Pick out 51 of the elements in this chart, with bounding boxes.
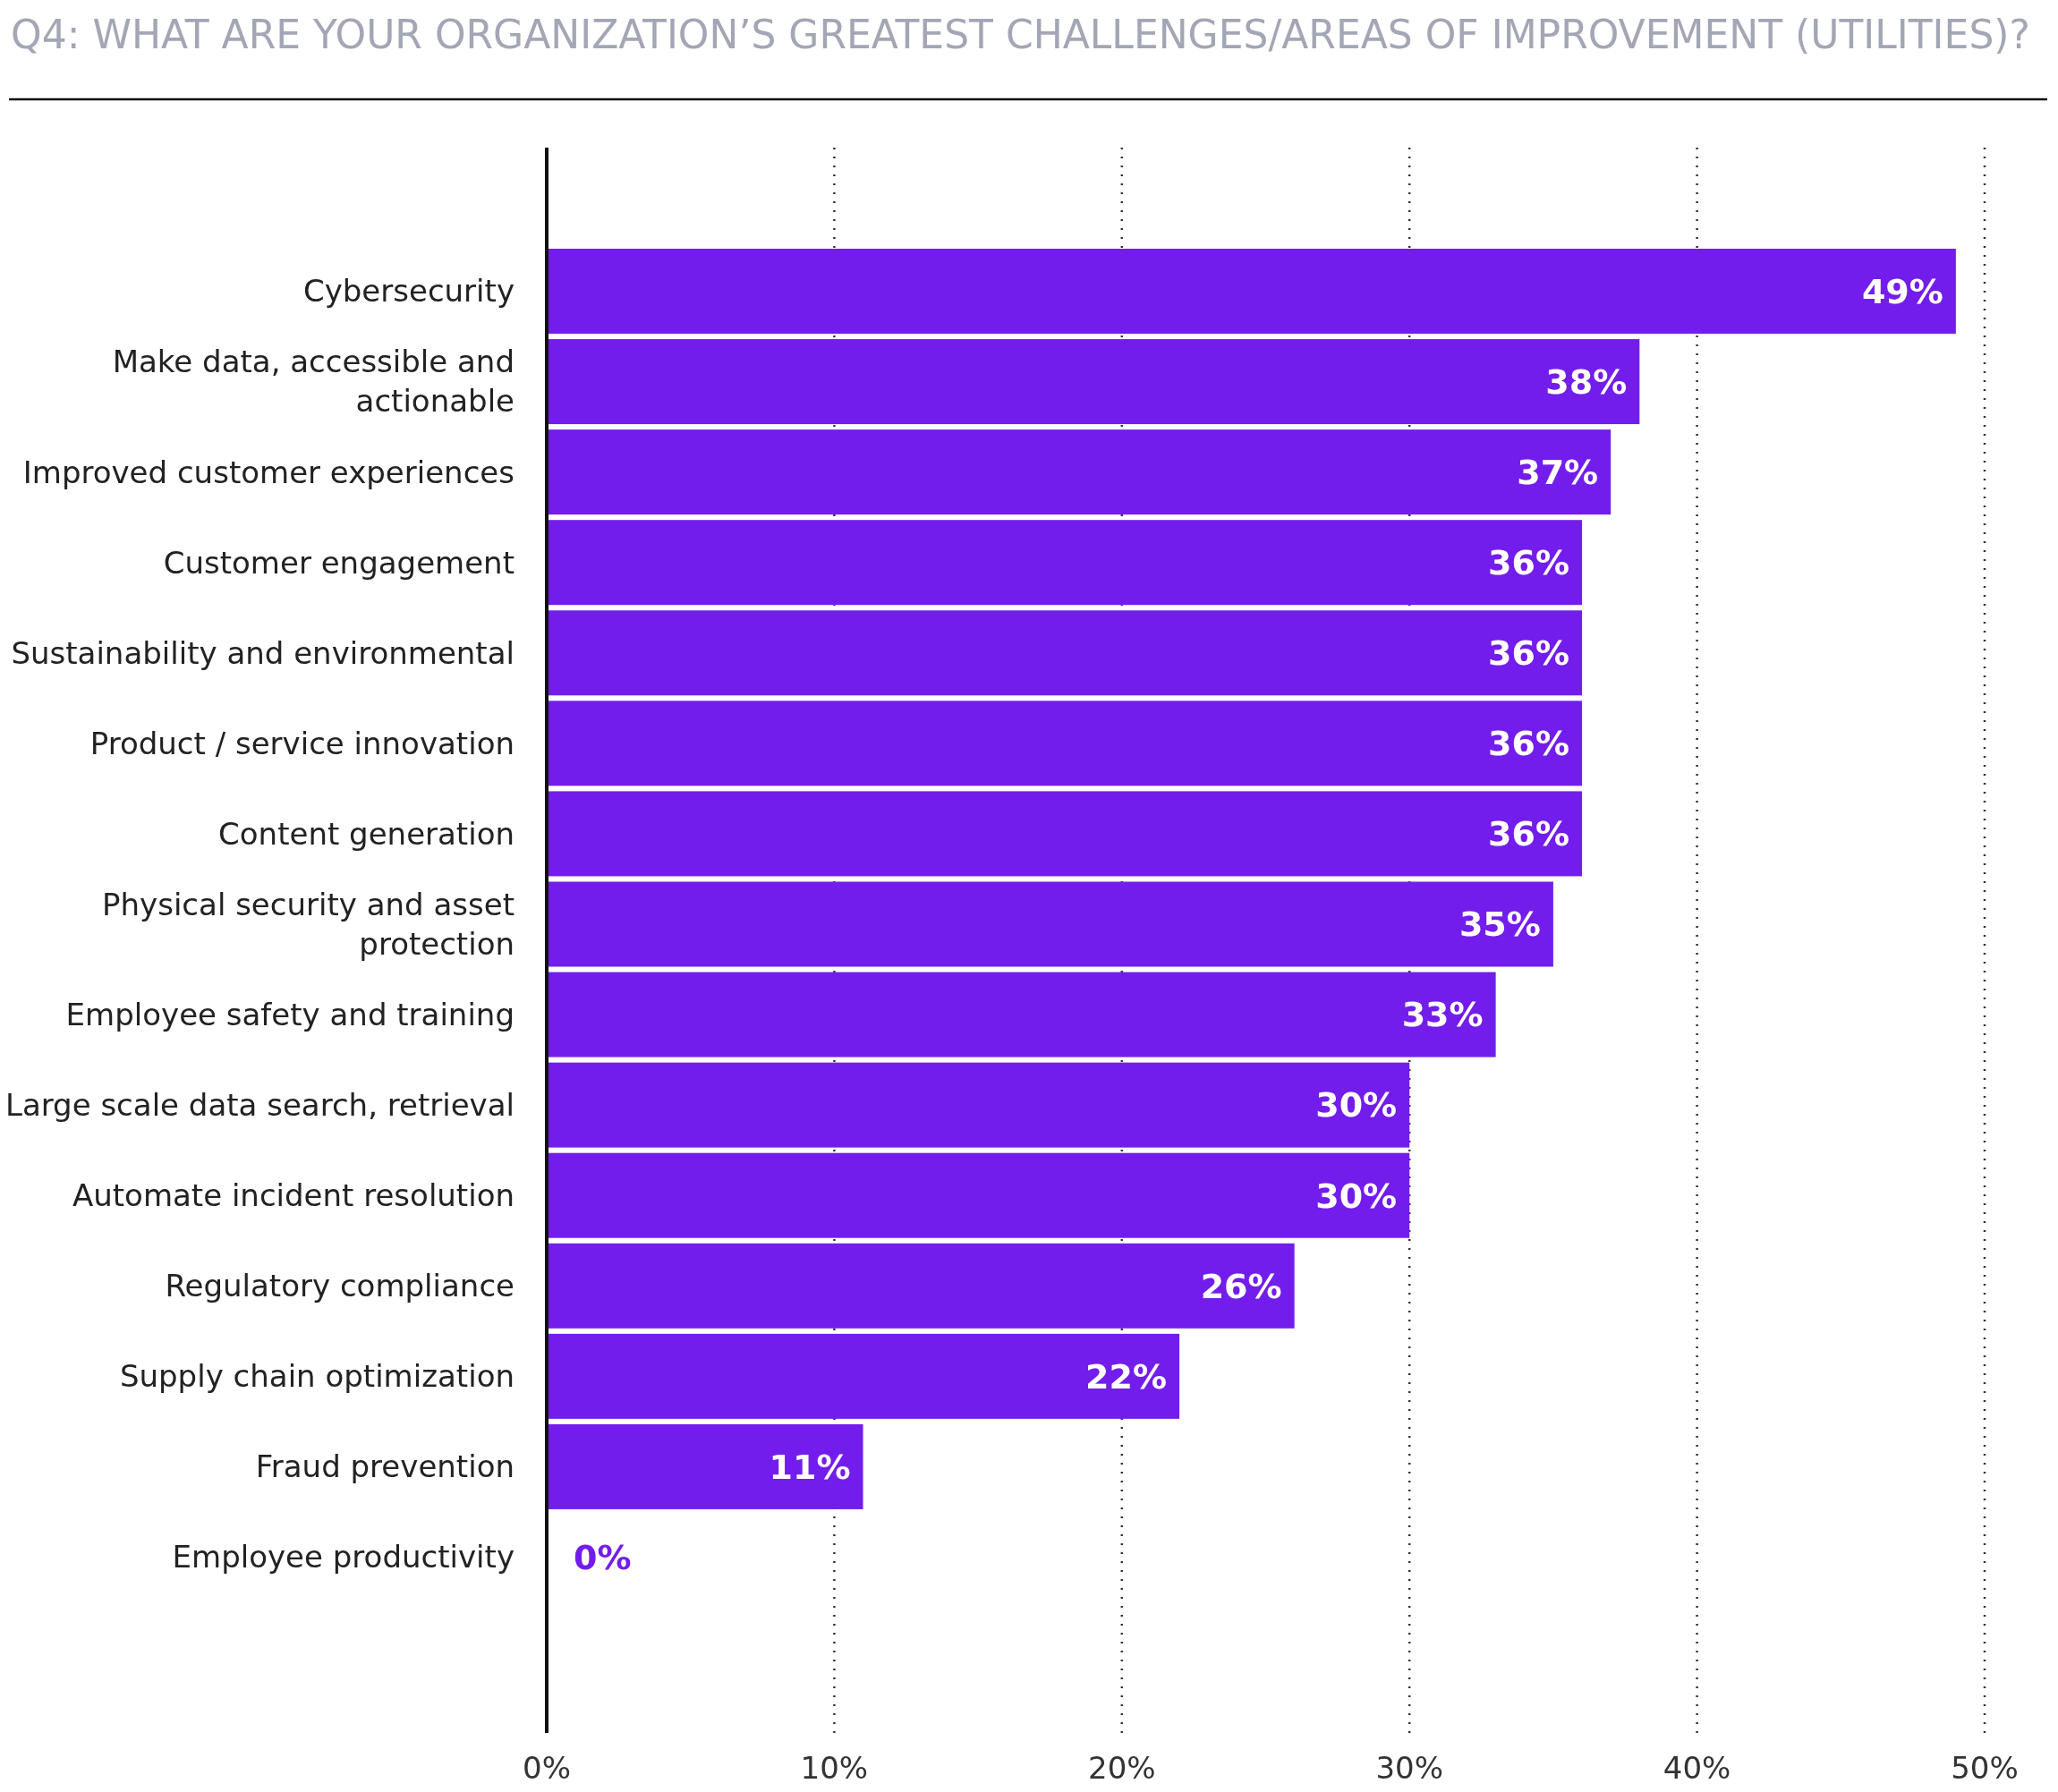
y-tick-label: Customer engagement: [163, 544, 514, 581]
data-label: 22%: [1085, 1356, 1168, 1397]
bar: [547, 520, 1583, 606]
y-tick-label: Sustainability and environmental: [11, 634, 514, 671]
bar: [547, 791, 1583, 877]
x-tick-label: 0%: [523, 1750, 571, 1786]
bar: [547, 1152, 1410, 1238]
bar: [547, 1062, 1410, 1148]
data-label: 0%: [574, 1537, 632, 1577]
data-label: 36%: [1488, 814, 1570, 854]
data-label: 35%: [1458, 904, 1541, 945]
data-label: 30%: [1315, 1176, 1398, 1216]
x-tick-label: 30%: [1375, 1750, 1443, 1786]
x-tick-label: 10%: [800, 1750, 869, 1786]
data-label: 49%: [1861, 271, 1943, 311]
data-label: 38%: [1545, 361, 1628, 402]
y-tick-label: Employee safety and training: [65, 996, 514, 1032]
bar: [547, 701, 1583, 786]
y-tick-label: Improved customer experiences: [22, 454, 514, 490]
bar: [547, 429, 1612, 515]
data-label: 36%: [1488, 543, 1570, 583]
x-tick-label: 50%: [1951, 1750, 2019, 1786]
y-tick-label: Automate incident resolution: [72, 1177, 514, 1214]
data-label: 36%: [1488, 724, 1570, 764]
y-tick-label: Regulatory compliance: [165, 1268, 514, 1304]
bar: [547, 1243, 1295, 1329]
data-label: 36%: [1488, 633, 1570, 674]
y-tick-label: Employee productivity: [172, 1539, 514, 1575]
y-tick-label: Large scale data search, retrieval: [4, 1087, 514, 1124]
y-tick-label: Make data, accessible and actionable: [112, 344, 514, 420]
y-tick-label: Product / service innovation: [89, 725, 514, 761]
data-label: 37%: [1517, 452, 1599, 492]
chart-title: Q4: WHAT ARE YOUR ORGANIZATION’S GREATEST CHALLENGES/AREAS OF IMPROVEMENT (UTILITIES)?: [11, 12, 2030, 57]
y-tick-label: Content generation: [218, 815, 514, 852]
bar: [547, 339, 1640, 425]
bar: [547, 1333, 1180, 1419]
data-label: 11%: [769, 1447, 851, 1487]
data-label: 33%: [1401, 995, 1484, 1035]
bar: [547, 249, 1956, 335]
bar: [547, 610, 1583, 696]
data-label: 26%: [1200, 1266, 1282, 1306]
x-tick-label: 20%: [1088, 1750, 1156, 1786]
bar: [547, 972, 1496, 1057]
bar: [547, 1423, 863, 1509]
bar: [547, 881, 1553, 967]
x-tick-label: 40%: [1663, 1750, 1731, 1786]
y-tick-label: Cybersecurity: [302, 273, 514, 310]
y-tick-label: Physical security and asset protection: [102, 886, 514, 962]
y-tick-label: Supply chain optimization: [119, 1358, 514, 1395]
y-tick-label: Fraud prevention: [255, 1448, 514, 1485]
data-label: 30%: [1315, 1085, 1398, 1125]
